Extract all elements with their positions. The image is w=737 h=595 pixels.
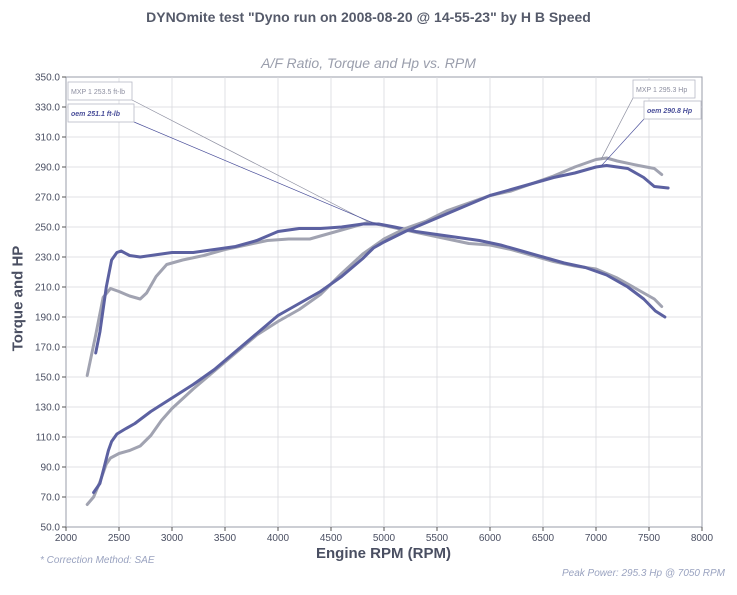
chart-subtitle: A/F Ratio, Torque and Hp vs. RPM [261, 55, 476, 71]
y-tick-label: 270.0 [35, 193, 60, 204]
annotation-box [643, 100, 702, 120]
annotation-label: MXP 1 253.5 ft-lb [71, 89, 125, 96]
annotation-box [632, 79, 696, 99]
series-lines [85, 156, 670, 506]
x-tick-label: 8000 [691, 533, 714, 544]
y-tick-label: 130.0 [35, 403, 60, 414]
annotation-box [67, 103, 135, 123]
annotation-leader-line [133, 121, 379, 226]
x-axis-label: Engine RPM (RPM) [316, 545, 451, 562]
x-tick-label: 2000 [55, 533, 78, 544]
peak-power-note: Peak Power: 295.3 Hp @ 7050 RPM [561, 568, 725, 579]
x-tick-label: 6500 [532, 533, 555, 544]
x-tick-label: 6000 [479, 533, 502, 544]
y-tick-label: 150.0 [35, 373, 60, 384]
axis-ticks: 2000 2500 3000 3500 4000 4500 5000 5500 6000 6500… [35, 73, 714, 545]
x-tick-label: 5500 [426, 533, 449, 544]
x-tick-label: 7000 [585, 533, 608, 544]
y-tick-label: 230.0 [35, 253, 60, 264]
y-tick-label: 330.0 [35, 103, 60, 114]
annotation-label: oem 290.8 Hp [647, 108, 693, 115]
y-tick-label: 290.0 [35, 163, 60, 174]
x-tick-label: 3500 [214, 533, 237, 544]
series-line-torque-oem [94, 222, 667, 355]
annotation-label: MXP 1 295.3 Hp [636, 87, 687, 94]
series-line-hp-oem [92, 164, 670, 494]
y-tick-label: 210.0 [35, 283, 60, 294]
x-tick-label: 3000 [161, 533, 184, 544]
y-tick-label: 90.0 [41, 463, 61, 474]
annotations: MXP 1 253.5 ft-lb oem 251.1 ft-lb MXP 1 29… [67, 79, 702, 226]
y-tick-label: 50.0 [41, 523, 61, 534]
y-tick-label: 190.0 [35, 313, 60, 324]
x-tick-label: 4000 [267, 533, 290, 544]
correction-method-note: * Correction Method: SAE [40, 555, 155, 566]
chart-main-title: DYNOmite test "Dyno run on 2008-08-20 @ … [146, 9, 591, 25]
annotation-label: oem 251.1 ft-lb [71, 111, 121, 118]
annotation-leader-line [601, 118, 645, 167]
x-tick-label: 5000 [373, 533, 396, 544]
annotation-leader-line [600, 97, 634, 160]
y-tick-label: 310.0 [35, 133, 60, 144]
x-tick-label: 4500 [320, 533, 343, 544]
annotation-box [67, 81, 133, 101]
y-tick-label: 250.0 [35, 223, 60, 234]
y-tick-label: 170.0 [35, 343, 60, 354]
y-tick-label: 70.0 [41, 493, 61, 504]
x-tick-label: 2500 [108, 533, 131, 544]
x-tick-label: 7500 [638, 533, 661, 544]
grid [65, 76, 703, 528]
y-tick-label: 110.0 [36, 433, 61, 444]
y-tick-label: 350.0 [35, 73, 60, 84]
annotation-leader-line [131, 99, 369, 223]
